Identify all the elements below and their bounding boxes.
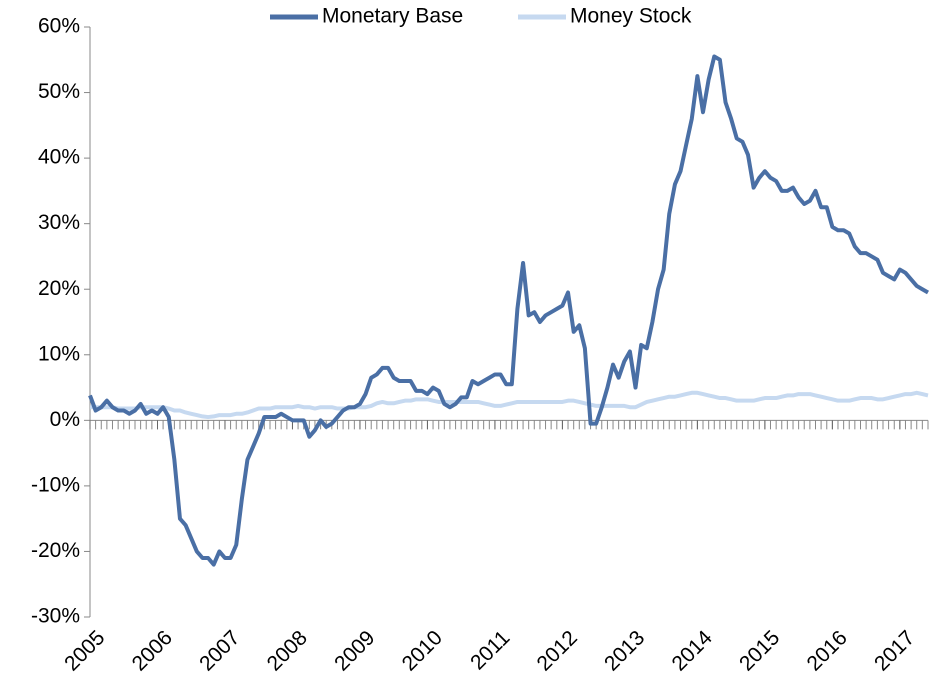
- y-tick-label: 40%: [38, 146, 80, 169]
- x-tick-label: 2005: [60, 626, 109, 675]
- series-line: [88, 54, 930, 567]
- y-tick-label: 10%: [38, 342, 80, 365]
- x-tick-label: 2011: [466, 626, 514, 674]
- y-tick-label: -10%: [31, 473, 80, 496]
- y-tick-label: 60%: [38, 15, 80, 38]
- y-tick-label: -20%: [31, 539, 80, 562]
- y-tick-label: 50%: [38, 80, 80, 103]
- y-tick-label: -30%: [31, 605, 80, 628]
- y-tick-label: 30%: [38, 211, 80, 234]
- x-tick-label: 2006: [128, 626, 177, 675]
- x-tick-label: 2009: [330, 626, 379, 675]
- x-tick-label: 2008: [263, 626, 312, 675]
- x-tick-label: 2015: [735, 626, 784, 675]
- x-tick-label: 2007: [195, 626, 244, 675]
- x-tick-label: 2010: [398, 626, 447, 675]
- y-tick-label: 0%: [50, 408, 80, 431]
- legend-label: Money Stock: [570, 5, 692, 28]
- x-tick-label: 2017: [870, 626, 919, 675]
- x-tick-label: 2013: [600, 626, 649, 675]
- x-tick-label: 2014: [668, 626, 718, 676]
- x-tick-label: 2016: [803, 626, 852, 675]
- x-tick-label: 2012: [533, 626, 582, 675]
- legend-label: Monetary Base: [322, 5, 463, 28]
- y-tick-label: 20%: [38, 277, 80, 300]
- series-line: [90, 390, 929, 420]
